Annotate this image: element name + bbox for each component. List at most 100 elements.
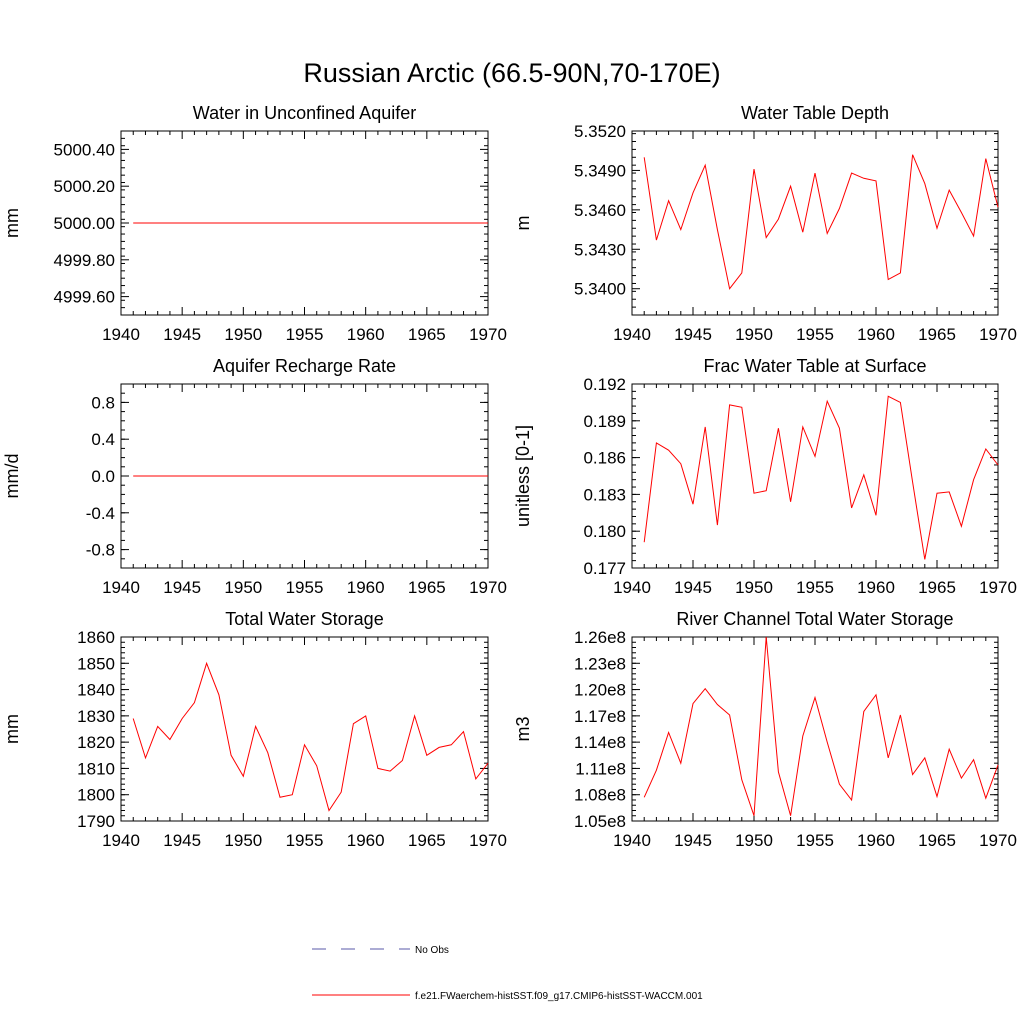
y-tick-label: 5000.40 xyxy=(54,140,115,159)
y-tick-label: 0.183 xyxy=(583,485,626,504)
figure-title: Russian Arctic (66.5-90N,70-170E) xyxy=(303,58,720,88)
x-tick-label: 1945 xyxy=(163,831,201,850)
x-tick-label: 1955 xyxy=(286,325,324,344)
x-tick-label: 1940 xyxy=(102,578,140,597)
x-tick-label: 1950 xyxy=(224,325,262,344)
y-axis-label: mm xyxy=(2,714,22,744)
x-tick-label: 1950 xyxy=(735,831,773,850)
x-tick-label: 1965 xyxy=(408,578,446,597)
y-tick-label: 1790 xyxy=(77,812,115,831)
x-tick-label: 1950 xyxy=(735,578,773,597)
panel-title: River Channel Total Water Storage xyxy=(676,609,953,629)
x-tick-label: 1970 xyxy=(469,831,507,850)
plot-frame xyxy=(631,383,999,569)
x-tick-label: 1950 xyxy=(224,831,262,850)
y-tick-label: 0.192 xyxy=(583,375,626,394)
y-tick-label: 5.3490 xyxy=(574,161,626,180)
x-tick-label: 1940 xyxy=(613,578,651,597)
y-tick-label: 1840 xyxy=(77,681,115,700)
y-tick-label: -0.8 xyxy=(86,541,115,560)
panel-water-in-unconfined-aquifer: Water in Unconfined Aquifer mm 1940 1945 195… xyxy=(2,103,507,344)
x-tick-label: 1965 xyxy=(918,831,956,850)
x-tick-label: 1960 xyxy=(347,831,385,850)
y-tick-label: 1.14e8 xyxy=(574,733,626,752)
x-tick-label: 1940 xyxy=(102,831,140,850)
y-tick-label: 1.26e8 xyxy=(574,628,626,647)
y-tick-label: 1830 xyxy=(77,707,115,726)
panel-title: Frac Water Table at Surface xyxy=(703,356,926,376)
x-tick-label: 1970 xyxy=(979,831,1017,850)
x-tick-label: 1960 xyxy=(347,325,385,344)
y-axis-label: mm/d xyxy=(2,454,22,499)
x-tick-label: 1965 xyxy=(408,831,446,850)
series-line xyxy=(643,395,999,560)
y-axis-label: m3 xyxy=(513,716,533,741)
y-tick-label: 1.08e8 xyxy=(574,786,626,805)
y-tick-label: 5.3460 xyxy=(574,201,626,220)
x-tick-label: 1955 xyxy=(286,578,324,597)
y-axis-label: m xyxy=(513,216,533,231)
y-tick-label: 1800 xyxy=(77,786,115,805)
y-axis-label: unitless [0-1] xyxy=(513,425,533,527)
plot-frame xyxy=(631,130,999,316)
y-tick-label: 1820 xyxy=(77,733,115,752)
x-tick-label: 1945 xyxy=(674,578,712,597)
x-tick-label: 1955 xyxy=(796,578,834,597)
x-tick-label: 1960 xyxy=(857,578,895,597)
y-tick-label: 1.20e8 xyxy=(574,681,626,700)
panel-title: Water in Unconfined Aquifer xyxy=(193,103,416,123)
y-tick-label: 0.4 xyxy=(91,430,115,449)
x-tick-label: 1960 xyxy=(347,578,385,597)
x-tick-label: 1945 xyxy=(163,325,201,344)
panel-frac-water-table-at-surface: Frac Water Table at Surface unitless [0-1… xyxy=(513,356,1017,597)
y-tick-label: 1.17e8 xyxy=(574,707,626,726)
y-tick-label: 0.0 xyxy=(91,467,115,486)
y-tick-label: 5.3400 xyxy=(574,280,626,299)
series-line xyxy=(643,154,999,290)
x-tick-label: 1940 xyxy=(613,831,651,850)
plot-frame xyxy=(631,636,999,822)
x-tick-label: 1970 xyxy=(979,325,1017,344)
x-tick-label: 1950 xyxy=(735,325,773,344)
y-tick-label: 0.189 xyxy=(583,412,626,431)
x-tick-label: 1960 xyxy=(857,325,895,344)
x-tick-label: 1965 xyxy=(918,325,956,344)
panel-total-water-storage: Total Water Storage mm 1940 1945 1950 1955 196… xyxy=(2,609,507,850)
x-tick-label: 1940 xyxy=(613,325,651,344)
y-tick-label: 1810 xyxy=(77,759,115,778)
legend-obs-label: No Obs xyxy=(415,945,449,956)
y-tick-label: 1860 xyxy=(77,628,115,647)
legend: No Obs f.e21.FWaerchem-histSST.f09_g17.C… xyxy=(312,945,703,1002)
y-tick-label: 0.186 xyxy=(583,449,626,468)
y-tick-label: 5.3520 xyxy=(574,122,626,141)
x-tick-label: 1945 xyxy=(163,578,201,597)
x-tick-label: 1945 xyxy=(674,325,712,344)
series-line xyxy=(132,661,489,812)
panel-water-table-depth: Water Table Depth m 1940 1945 1950 1955 1960 19… xyxy=(513,103,1017,344)
x-tick-label: 1970 xyxy=(469,578,507,597)
x-tick-label: 1970 xyxy=(979,578,1017,597)
x-tick-label: 1970 xyxy=(469,325,507,344)
y-tick-label: 5.3430 xyxy=(574,240,626,259)
y-tick-label: 4999.80 xyxy=(54,251,115,270)
panel-title: Water Table Depth xyxy=(741,103,889,123)
y-tick-label: 5000.00 xyxy=(54,214,115,233)
x-tick-label: 1960 xyxy=(857,831,895,850)
y-tick-label: 0.180 xyxy=(583,522,626,541)
x-tick-label: 1955 xyxy=(796,325,834,344)
y-axis-label: mm xyxy=(2,208,22,238)
series-line xyxy=(643,636,999,816)
x-tick-label: 1940 xyxy=(102,325,140,344)
x-tick-label: 1955 xyxy=(286,831,324,850)
panel-aquifer-recharge-rate: Aquifer Recharge Rate mm/d 1940 1945 1950 195… xyxy=(2,356,507,597)
x-tick-label: 1950 xyxy=(224,578,262,597)
y-tick-label: -0.4 xyxy=(86,504,115,523)
panel-title: Aquifer Recharge Rate xyxy=(213,356,396,376)
y-tick-label: 4999.60 xyxy=(54,288,115,307)
x-tick-label: 1965 xyxy=(408,325,446,344)
x-tick-label: 1965 xyxy=(918,578,956,597)
panel-title: Total Water Storage xyxy=(225,609,383,629)
panel-river-channel-total-water-storage: River Channel Total Water Storage m3 1940 1… xyxy=(513,609,1017,850)
y-tick-label: 0.177 xyxy=(583,559,626,578)
